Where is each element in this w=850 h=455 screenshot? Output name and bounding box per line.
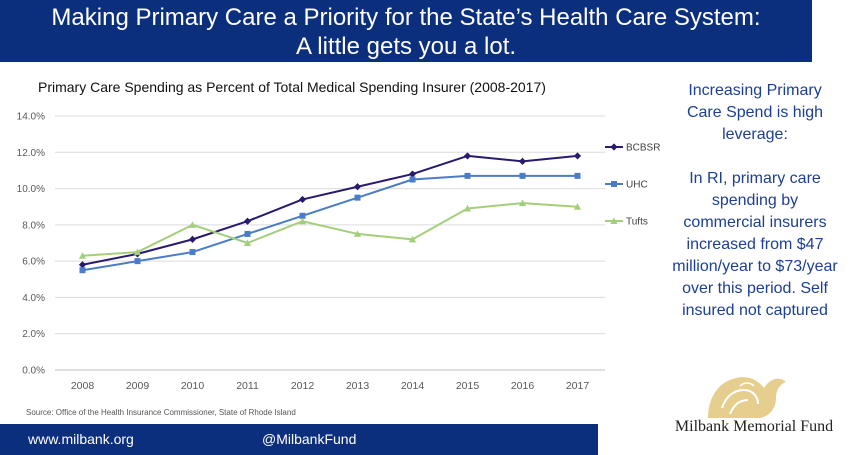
legend-marker-bcbsri [610,143,618,151]
data-point-uhc [299,212,306,219]
data-point-tufts [573,203,582,210]
footer-website-link[interactable]: www.milbank.org [28,431,134,447]
legend-label-tufts: Tufts [626,217,648,228]
data-point-bcbsri [408,170,417,178]
lion-logo-part [739,382,755,387]
data-point-tufts [243,239,252,246]
y-tick-label: 4.0% [22,293,45,304]
chart-title: Primary Care Spending as Percent of Tota… [38,79,546,95]
data-point-bcbsri [573,152,582,160]
data-point-tufts [408,235,417,243]
x-tick-label: 2013 [346,380,370,392]
y-tick-label: 12.0% [17,148,45,159]
line-chart: 0.0% 2.0% 4.0% 6.0% 8.0% 10.0% 12.0% 14.0% 2008 2… [17,112,660,393]
data-point-bcbsri [78,261,87,269]
data-point-tufts [518,199,527,207]
data-point-uhc [79,267,86,274]
data-point-tufts [188,221,197,228]
legend-label-bcbsri: BCBSRI [626,143,660,154]
data-point-tufts [133,248,142,256]
x-tick-label: 2017 [566,380,590,392]
legend-marker-uhc [611,181,617,187]
x-tick-label: 2011 [236,380,259,392]
data-point-uhc [574,172,581,179]
x-tick-label: 2012 [291,380,315,392]
lion-logo-icon [708,377,786,418]
data-point-bcbsri [298,195,307,204]
side-commentary: Increasing Primary Care Spend is high le… [670,80,840,344]
x-tick-label: 2010 [181,380,205,392]
data-point-uhc [519,172,526,179]
side-commentary-body: In RI, primary care spending by commerci… [672,170,838,319]
data-point-bcbsri [353,183,362,191]
data-point-tufts [78,252,87,259]
x-tick-label: 2008 [71,380,95,392]
data-point-bcbsri [463,152,472,160]
lion-logo-part [729,399,749,415]
series-line-uhc [82,174,578,272]
data-point-uhc [189,249,196,256]
data-point-tufts [353,230,362,237]
data-point-bcbsri [243,217,252,225]
data-point-bcbsri [188,235,197,243]
lion-logo-part [721,388,759,409]
series-line-bcbsri [82,154,578,266]
data-point-uhc [244,230,251,237]
lion-logo-part [708,377,786,418]
y-tick-label: 10.0% [17,184,45,195]
y-tick-label: 6.0% [22,257,45,268]
slide-title-banner: Making Primary Care a Priority for the S… [0,0,812,62]
data-point-uhc [134,258,141,265]
y-tick-label: 14.0% [17,112,45,123]
data-point-uhc [409,176,416,183]
x-tick-label: 2015 [456,380,480,392]
footer-social-handle[interactable]: @MilbankFund [262,431,357,447]
slide-title-line-2: A little gets you a lot. [295,33,517,60]
series-line-tufts [82,202,578,257]
chart-source-note: Source: Office of the Health Insurance C… [26,408,296,417]
data-point-uhc [464,172,471,179]
data-point-bcbsri [518,157,527,165]
data-point-tufts [463,204,472,212]
y-tick-label: 2.0% [22,329,45,340]
data-point-uhc [354,194,361,201]
y-tick-label: 0.0% [22,366,45,377]
y-tick-label: 8.0% [22,220,45,231]
x-tick-label: 2009 [126,380,150,392]
slide-title-line-1: Making Primary Care a Priority for the S… [51,4,761,31]
x-tick-label: 2014 [401,380,425,392]
legend-label-uhc: UHC [626,180,648,191]
logo-wordmark: Milbank Memorial Fund [674,418,834,435]
legend-marker-tufts [610,217,618,224]
x-tick-label: 2016 [511,380,535,392]
footer-banner: www.milbank.org @MilbankFund [0,424,598,455]
side-commentary-heading: Increasing Primary Care Spend is high le… [686,82,824,143]
data-point-tufts [298,217,307,225]
